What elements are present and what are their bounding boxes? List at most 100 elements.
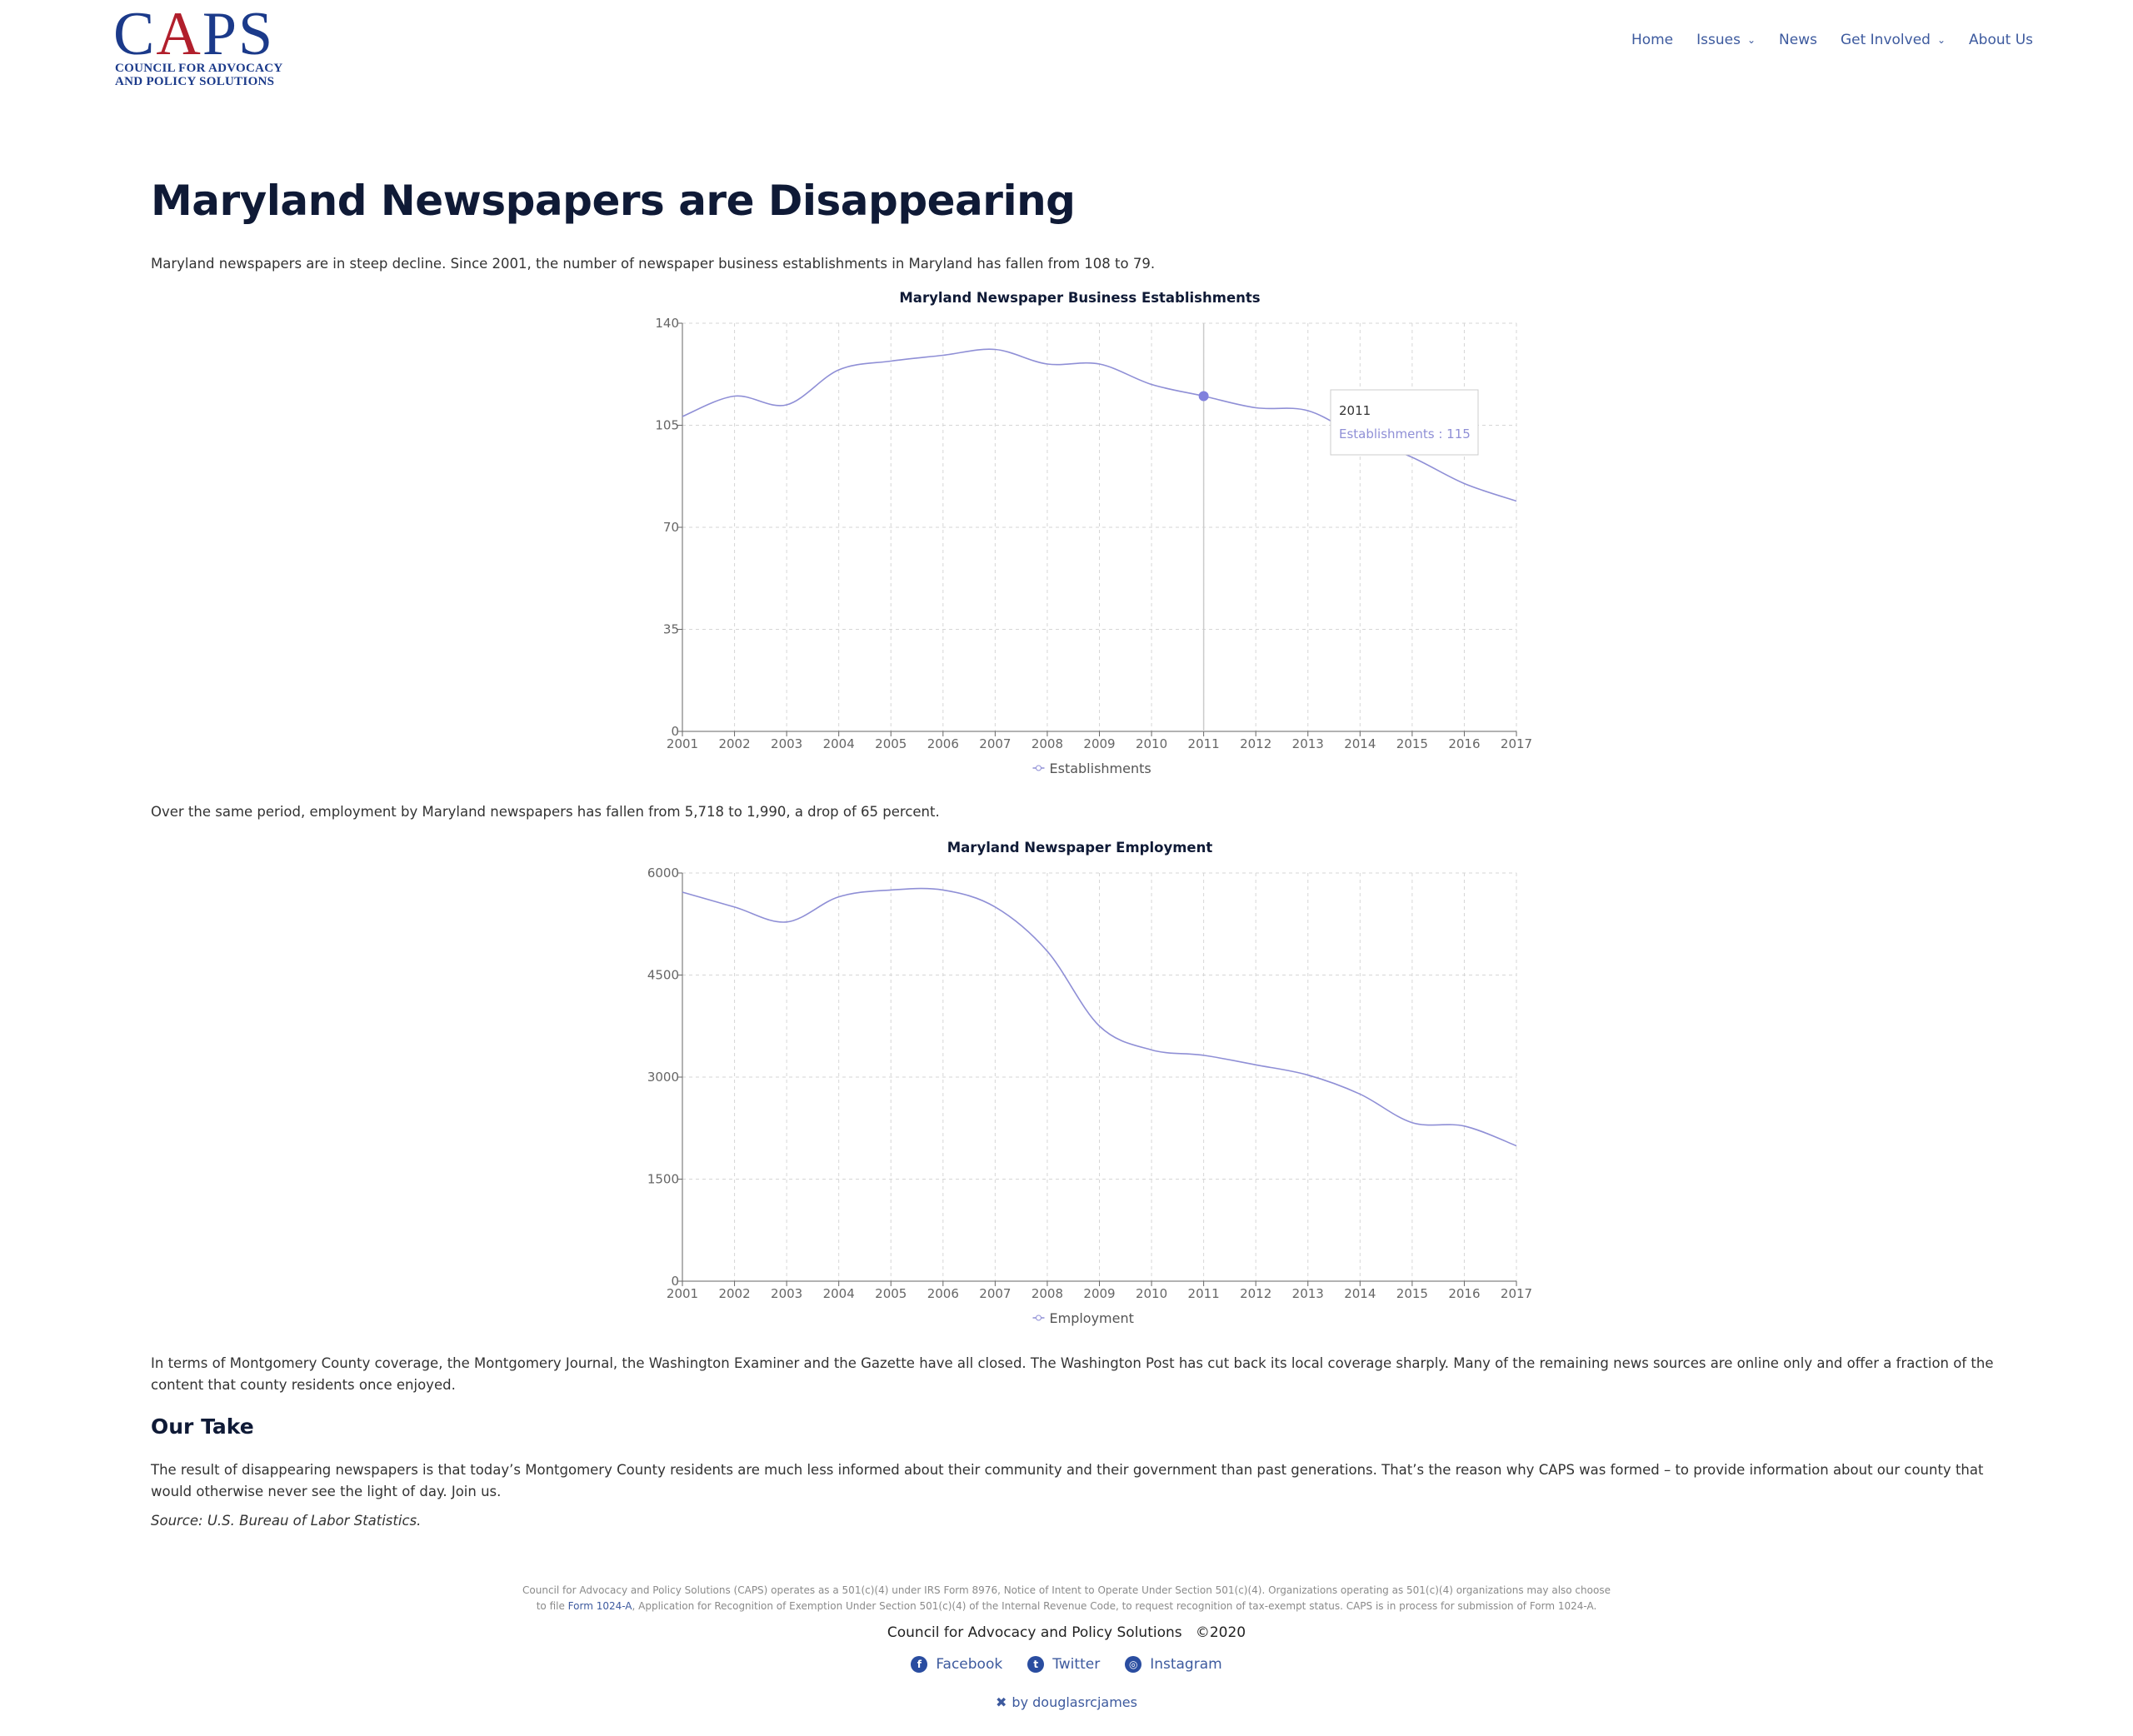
x-tick-label: 2016 — [1448, 736, 1480, 751]
nav-home[interactable]: Home — [1631, 32, 1673, 48]
legal-notice-prefix: to file — [536, 1600, 568, 1612]
credit-label: by douglasrcjames — [1012, 1694, 1137, 1710]
data-point[interactable] — [1303, 1070, 1313, 1080]
nav-about-us[interactable]: About Us — [1969, 32, 2033, 48]
legal-notice-line-1: Council for Advocacy and Policy Solution… — [522, 1584, 1611, 1596]
instagram-link[interactable]: ◎ Instagram — [1125, 1656, 1222, 1673]
data-point[interactable] — [1459, 1121, 1469, 1131]
footer-copyright: Council for Advocacy and Policy Solution… — [887, 1624, 1246, 1641]
data-point[interactable] — [886, 357, 896, 367]
data-point[interactable] — [834, 892, 844, 902]
coverage-paragraph: In terms of Montgomery County coverage, … — [151, 1355, 1994, 1393]
x-tick-label: 2007 — [979, 736, 1011, 751]
legend: Employment — [1032, 1310, 1134, 1326]
x-tick-label: 2011 — [1188, 1286, 1220, 1301]
twitter-label: Twitter — [1052, 1656, 1101, 1673]
y-tick-label: 70 — [663, 520, 679, 535]
x-tick-label: 2012 — [1240, 1286, 1271, 1301]
data-point[interactable] — [1303, 406, 1313, 416]
x-tick-label: 2017 — [1501, 736, 1532, 751]
nav-news[interactable]: News — [1779, 32, 1817, 48]
instagram-label: Instagram — [1150, 1656, 1222, 1673]
x-tick-label: 2014 — [1344, 736, 1376, 751]
data-point[interactable] — [782, 400, 792, 410]
facebook-icon: f — [911, 1656, 928, 1673]
data-point[interactable] — [677, 887, 687, 897]
y-tick-label: 0 — [671, 1274, 679, 1289]
x-tick-label: 2003 — [771, 736, 802, 751]
x-tick-label: 2008 — [1032, 736, 1063, 751]
x-tick-label: 2006 — [927, 736, 959, 751]
data-point[interactable] — [1459, 479, 1469, 489]
data-point[interactable] — [1355, 1089, 1365, 1099]
data-point[interactable] — [1251, 1060, 1261, 1070]
form-1024a-link[interactable]: Form 1024-A — [567, 1600, 632, 1612]
establishments-chart-svg: 0 35 70 105 140 2001 2002 2003 2004 2005 2006 2007 2… — [655, 316, 1532, 776]
x-tick-label: 2001 — [667, 1286, 698, 1301]
data-point[interactable] — [730, 392, 740, 402]
x-tick-label: 2017 — [1501, 1286, 1532, 1301]
x-tick-label: 2004 — [823, 1286, 855, 1301]
legend-marker — [1036, 765, 1042, 771]
nav-home-label: Home — [1631, 32, 1674, 48]
data-point[interactable] — [990, 345, 1000, 355]
data-point[interactable] — [1199, 1050, 1209, 1060]
x-tick-label: 2011 — [1188, 736, 1220, 751]
credit-link[interactable]: ✖ by douglasrcjames — [0, 1694, 2133, 1710]
y-tick-label: 140 — [655, 316, 679, 331]
x-tick-label: 2016 — [1448, 1286, 1480, 1301]
y-tick-label: 35 — [663, 622, 679, 637]
page-title: Maryland Newspapers are Disappearing — [151, 177, 1076, 225]
legend-label: Establishments — [1050, 761, 1151, 776]
data-point[interactable] — [1251, 403, 1261, 413]
chart-title: Maryland Newspaper Business Establishmen… — [899, 290, 1261, 306]
y-tick-label: 3000 — [647, 1070, 679, 1085]
data-point[interactable] — [1095, 1021, 1105, 1031]
data-point[interactable] — [1511, 496, 1521, 506]
data-point[interactable] — [938, 351, 948, 361]
x-tick-label: 2015 — [1396, 1286, 1428, 1301]
x-tick-label: 2010 — [1136, 736, 1167, 751]
twitter-icon: t — [1027, 1656, 1045, 1673]
active-data-point[interactable] — [1198, 391, 1209, 402]
x-tick-label: 2004 — [823, 736, 855, 751]
x-tick-label: 2015 — [1396, 736, 1428, 751]
data-point[interactable] — [1407, 1118, 1417, 1128]
data-point[interactable] — [1042, 359, 1052, 369]
data-point[interactable] — [1095, 359, 1105, 369]
twitter-link[interactable]: t Twitter — [1027, 1656, 1100, 1673]
x-tick-label: 2009 — [1083, 1286, 1115, 1301]
nav-issues[interactable]: Issues ⌄ — [1696, 32, 1756, 48]
tooltip-value: Establishments : 115 — [1339, 427, 1471, 441]
data-point[interactable] — [730, 902, 740, 912]
y-tick-label: 0 — [671, 724, 679, 739]
legend-label: Employment — [1050, 1310, 1134, 1326]
data-point[interactable] — [834, 365, 844, 375]
legend: Establishments — [1032, 761, 1151, 776]
data-point[interactable] — [1042, 946, 1052, 956]
chart-tooltip: 2011 Establishments : 115 — [1330, 389, 1479, 456]
main-nav: Home Issues ⌄ News Get Involved ⌄ About Us — [1608, 32, 2033, 48]
data-point[interactable] — [938, 885, 948, 895]
legend-marker — [1036, 1314, 1042, 1321]
data-point[interactable] — [1146, 1045, 1156, 1055]
x-tick-label: 2013 — [1292, 1286, 1324, 1301]
x-tick-label: 2012 — [1240, 736, 1271, 751]
our-take-paragraph: The result of disappearing newspapers is… — [151, 1462, 1984, 1499]
data-point[interactable] — [886, 885, 896, 895]
tools-icon: ✖ — [996, 1694, 1007, 1710]
nav-get-involved[interactable]: Get Involved ⌄ — [1841, 32, 1946, 48]
data-point[interactable] — [990, 902, 1000, 912]
employment-chart-svg: 0 1500 3000 4500 6000 2001 2002 2003 2004 2005 200… — [647, 866, 1532, 1326]
data-point[interactable] — [1146, 380, 1156, 390]
facebook-link[interactable]: f Facebook — [911, 1656, 1002, 1673]
data-point[interactable] — [1511, 1140, 1521, 1150]
legal-notice-suffix: , Application for Recognition of Exempti… — [632, 1600, 1597, 1612]
data-point[interactable] — [782, 917, 792, 927]
caps-logo[interactable]: CAPS COUNCIL FOR ADVOCACY AND POLICY SOL… — [113, 3, 283, 88]
nav-news-label: News — [1779, 32, 1817, 48]
x-tick-label: 2005 — [875, 736, 907, 751]
y-tick-label: 6000 — [647, 866, 679, 880]
x-tick-label: 2009 — [1083, 736, 1115, 751]
data-point[interactable] — [677, 412, 687, 422]
